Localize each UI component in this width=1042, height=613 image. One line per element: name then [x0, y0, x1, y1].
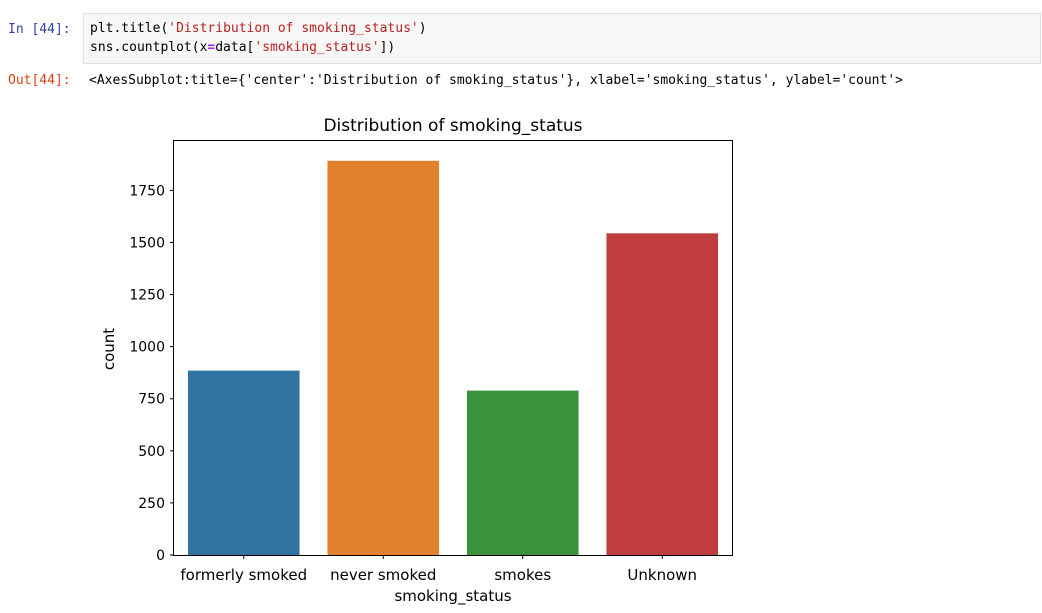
- y-tick-label: 1500: [129, 235, 165, 251]
- input-prompt: In [44]:: [8, 22, 71, 37]
- bar-formerly-smoked: [187, 370, 300, 555]
- axes-frame: [173, 140, 733, 556]
- code-operator: =: [207, 40, 216, 55]
- bar-smokes: [466, 390, 579, 555]
- y-axis-label: count: [100, 328, 118, 370]
- bar-never-smoked: [327, 160, 440, 556]
- code-string: 'smoking_status': [254, 40, 380, 55]
- code-token: sns.countplot(x: [90, 40, 208, 55]
- output-prompt: Out[44]:: [8, 73, 71, 88]
- bar-unknown: [606, 233, 719, 555]
- x-tick-label: never smoked: [330, 566, 436, 584]
- x-axis-label: smoking_status: [394, 587, 511, 606]
- y-tick-label: 750: [138, 392, 165, 408]
- output-repr: <AxesSubplot:title={'center':'Distributi…: [89, 73, 903, 88]
- code-token: plt.title(: [90, 21, 169, 36]
- code-token: ): [418, 21, 427, 36]
- code-token: ]): [379, 40, 396, 55]
- x-tick-label: Unknown: [627, 566, 697, 584]
- y-tick-label: 1000: [129, 340, 165, 356]
- code-string: 'Distribution of smoking_status': [168, 21, 419, 36]
- y-tick-label: 250: [138, 496, 165, 512]
- x-tick-label: smokes: [494, 566, 551, 584]
- chart-title: Distribution of smoking_status: [323, 116, 582, 136]
- code-line-2: sns.countplot(x=data['smoking_status']): [90, 38, 395, 57]
- x-tick-label: formerly smoked: [180, 566, 307, 584]
- code-line-1: plt.title('Distribution of smoking_statu…: [90, 19, 427, 38]
- code-cell[interactable]: plt.title('Distribution of smoking_statu…: [83, 13, 1041, 64]
- y-tick-label: 500: [138, 444, 165, 460]
- code-token: data[: [215, 40, 255, 55]
- y-tick-label: 0: [156, 548, 165, 564]
- y-tick-label: 1250: [129, 288, 165, 304]
- y-tick-label: 1750: [129, 183, 165, 199]
